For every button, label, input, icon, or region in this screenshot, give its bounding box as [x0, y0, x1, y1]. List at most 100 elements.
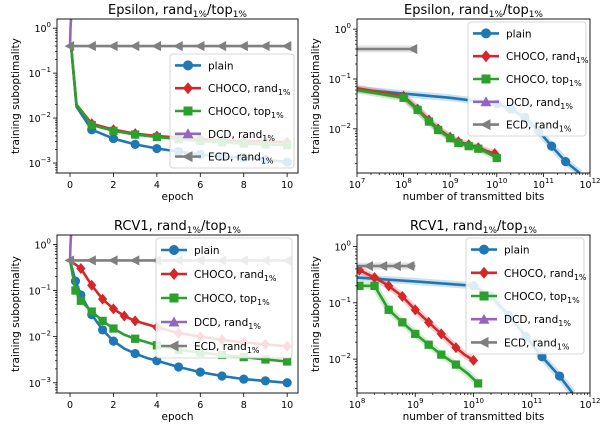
legend-marker: [480, 119, 491, 131]
series-marker: [370, 281, 379, 290]
series-line: [68, 19, 73, 47]
x-tick-label: 109: [442, 177, 459, 191]
series-marker: [451, 360, 461, 369]
series-marker: [97, 293, 108, 305]
series-marker: [152, 143, 162, 154]
chart-title: RCV1, rand1%/top1%: [114, 219, 241, 236]
legend-label: plain: [194, 245, 220, 257]
chart-title: Epsilon, rand1%/top1%: [108, 3, 247, 20]
legend-label: CHOCO, top1%: [194, 293, 270, 307]
x-axis-label: epoch: [162, 411, 194, 423]
series-marker: [561, 157, 571, 167]
series-marker: [283, 357, 292, 366]
legend-frame: [465, 237, 585, 355]
legend: plain CHOCO, rand1% CHOCO, top1% DCD, rand1…: [467, 21, 589, 137]
legend-label: CHOCO, top1%: [208, 106, 284, 120]
legend-label: plain: [506, 28, 532, 40]
series-marker: [119, 310, 129, 322]
x-tick-label: 4: [154, 180, 160, 191]
series-marker: [261, 355, 270, 364]
x-tick-label: 8: [241, 180, 247, 191]
series-marker: [436, 328, 446, 340]
series-marker: [357, 264, 365, 276]
series-marker: [87, 307, 96, 316]
series-marker: [194, 41, 205, 52]
x-tick-label: 108: [349, 397, 366, 411]
series-marker: [260, 376, 271, 386]
legend-marker: [480, 96, 492, 107]
legend-label: DCD, rand1%: [506, 97, 573, 111]
y-axis-label: training suboptimality: [310, 256, 322, 372]
series-marker: [282, 378, 292, 388]
series-marker: [87, 120, 96, 130]
series-marker: [357, 281, 364, 290]
y-axis-label: training suboptimality: [10, 38, 22, 154]
x-tick-label: 1011: [533, 177, 554, 191]
axes-frame: [56, 18, 299, 174]
series-marker: [391, 260, 401, 272]
series-marker: [404, 260, 415, 272]
legend-marker: [169, 245, 179, 255]
series-marker: [76, 296, 86, 305]
legend-marker: [481, 28, 491, 39]
series-marker: [384, 280, 394, 292]
series-marker: [131, 334, 140, 343]
chart-title: Epsilon, rand1%/top1%: [404, 3, 543, 20]
legend-label: DCD, rand1%: [194, 317, 261, 331]
chart-panel: 10−2 10−1 100 108 109 1010 1011 1012 RCV1, rand1…: [310, 219, 601, 423]
chart-panel: 10−3 10−2 10−1 100 0 2 4 6 8 10 RCV1, rand1%/top1%…: [10, 219, 299, 423]
legend-marker: [183, 106, 193, 116]
series-marker: [107, 255, 118, 266]
x-tick-label: 107: [349, 177, 366, 191]
legend-frame: [467, 21, 587, 137]
series-marker: [109, 324, 118, 333]
x-tick-label: 6: [197, 400, 203, 411]
series-line: [358, 269, 475, 362]
y-tick-label: 10−2: [29, 111, 51, 125]
series-marker: [76, 263, 86, 275]
x-axis-label: number of transmitted bits: [403, 191, 545, 203]
legend-marker: [182, 151, 193, 163]
series-marker: [108, 336, 119, 346]
series-marker: [108, 133, 119, 144]
legend-label: ECD, rand1%: [504, 337, 570, 351]
legend-label: CHOCO, rand1%: [194, 269, 277, 283]
series-marker: [71, 286, 80, 295]
series-marker: [108, 303, 119, 315]
series-marker: [130, 348, 140, 359]
series-marker: [151, 41, 162, 52]
series-marker: [195, 367, 205, 377]
series-marker: [217, 371, 227, 381]
legend-marker: [168, 316, 180, 327]
series-marker: [109, 126, 118, 135]
series-marker: [173, 41, 183, 52]
legend-marker: [183, 82, 193, 95]
chart-panel: 10−2 10−1 100 107 108 109 1010 1011 1012 Epsilon,…: [310, 3, 601, 203]
chart-title: RCV1, rand1%/top1%: [410, 219, 537, 236]
series-marker: [464, 141, 473, 151]
x-tick-label: 109: [407, 397, 424, 411]
series-marker: [424, 316, 434, 328]
x-tick-label: 1010: [486, 177, 507, 191]
x-tick-label: 2: [110, 180, 116, 191]
legend-marker: [183, 60, 193, 71]
y-axis-label: training suboptimality: [310, 38, 322, 154]
series-marker: [98, 316, 107, 325]
series-marker: [130, 315, 140, 327]
series-marker: [152, 132, 162, 142]
series-marker: [411, 329, 420, 339]
legend-marker: [481, 74, 491, 84]
legend: plain CHOCO, rand1% CHOCO, top1% DCD, rand1…: [155, 237, 293, 359]
series-marker: [87, 279, 97, 291]
y-tick-label: 10−1: [29, 284, 51, 298]
chart-panel: 10−3 10−2 10−1 100 0 2 4 6 8 10 Epsilon, rand1%/to…: [10, 3, 299, 203]
x-tick-label: 6: [197, 180, 203, 191]
series-marker: [173, 362, 184, 372]
legend-label: plain: [504, 245, 530, 257]
series-marker: [413, 105, 422, 115]
legend-label: plain: [208, 60, 234, 72]
series-marker: [238, 41, 248, 52]
x-tick-label: 1011: [521, 397, 542, 411]
x-tick-label: 10: [281, 400, 293, 411]
